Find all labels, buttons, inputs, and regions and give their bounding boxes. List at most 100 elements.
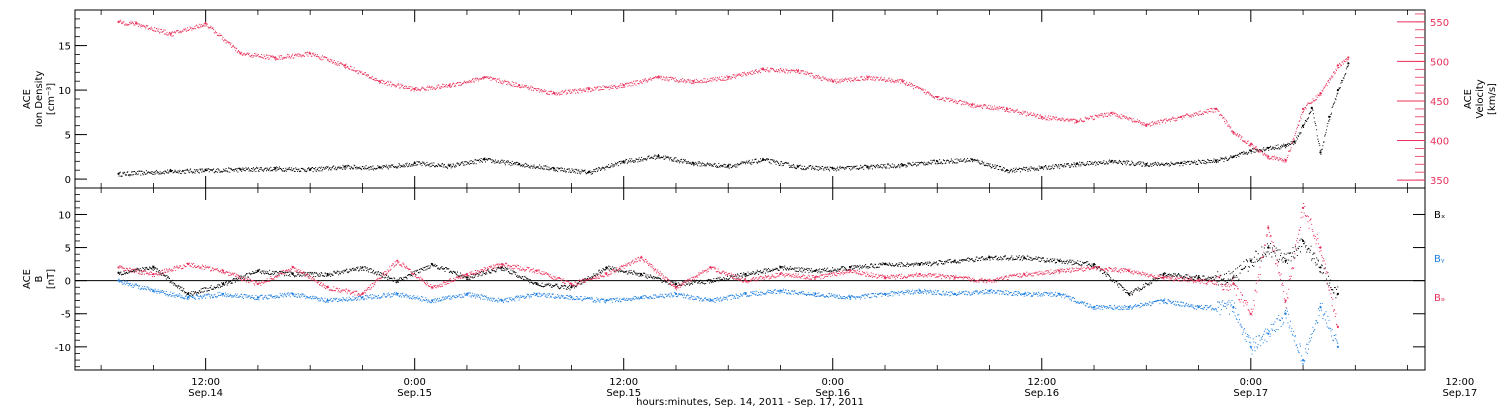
top-point-red bbox=[1046, 118, 1048, 120]
top-point-black bbox=[993, 167, 995, 169]
top-point-red bbox=[340, 62, 342, 64]
top-point-red bbox=[712, 77, 714, 79]
top-point-black bbox=[1221, 158, 1223, 160]
bottom-point-Bₓ bbox=[140, 269, 142, 271]
bottom-point-Bₓ bbox=[358, 270, 360, 272]
top-point-black bbox=[763, 159, 765, 161]
top-point-black bbox=[764, 159, 766, 161]
top-point-black bbox=[842, 166, 844, 168]
top-point-red bbox=[631, 82, 633, 84]
top-y2label-line-2: Velocity bbox=[1475, 79, 1486, 118]
top-point-black bbox=[1197, 159, 1199, 161]
top-point-red bbox=[601, 88, 603, 90]
bottom-point-Bₓ bbox=[540, 285, 542, 287]
top-point-black bbox=[186, 168, 188, 170]
top-point-black bbox=[135, 172, 137, 174]
top-point-black bbox=[431, 162, 433, 164]
top-point-red bbox=[1266, 157, 1268, 159]
top-point-black bbox=[345, 165, 347, 167]
bottom-point-Bₓ bbox=[293, 275, 295, 277]
top-point-red bbox=[619, 83, 621, 85]
top-point-red bbox=[461, 83, 463, 85]
bottom-point-Bₓ bbox=[331, 273, 333, 275]
top-point-red bbox=[1270, 157, 1272, 159]
top-point-black bbox=[837, 169, 839, 171]
top-point-black bbox=[147, 172, 149, 174]
bottom-point-Bₓ bbox=[485, 271, 487, 273]
bottom-point-Bₓ bbox=[404, 276, 406, 278]
top-point-red bbox=[1169, 118, 1171, 120]
top-point-red bbox=[407, 88, 409, 90]
top-point-black bbox=[1308, 113, 1310, 115]
top-point-red bbox=[654, 76, 656, 78]
top-point-red bbox=[248, 52, 250, 54]
top-point-red bbox=[149, 27, 151, 29]
top-point-black bbox=[1185, 163, 1187, 165]
top-point-black bbox=[1138, 164, 1140, 166]
top-point-red bbox=[971, 106, 973, 108]
top-point-red bbox=[265, 57, 267, 59]
top-point-red bbox=[940, 98, 942, 100]
bottom-point-Bₓ bbox=[195, 292, 197, 294]
bottom-point-Bₓ bbox=[164, 275, 166, 277]
top-point-black bbox=[142, 174, 144, 176]
top-point-black bbox=[1333, 102, 1335, 104]
top-point-black bbox=[191, 172, 193, 174]
top-point-black bbox=[135, 172, 137, 174]
top-point-black bbox=[734, 164, 736, 166]
top-point-black bbox=[846, 166, 848, 168]
top-point-black bbox=[900, 165, 902, 167]
top-point-red bbox=[363, 73, 365, 75]
top-point-black bbox=[414, 161, 416, 163]
top-point-black bbox=[600, 169, 602, 171]
top-point-black bbox=[368, 166, 370, 168]
top-point-red bbox=[212, 27, 214, 29]
top-point-red bbox=[426, 86, 428, 88]
top-point-black bbox=[369, 166, 371, 168]
bottom-point-Bₓ bbox=[503, 270, 505, 272]
top-point-black bbox=[954, 162, 956, 164]
top-point-black bbox=[473, 162, 475, 164]
top-point-red bbox=[998, 106, 1000, 108]
top-point-red bbox=[220, 35, 222, 37]
top-point-red bbox=[402, 87, 404, 89]
top-point-black bbox=[1019, 167, 1021, 169]
bottom-point-Bₓ bbox=[475, 274, 477, 276]
top-point-black bbox=[430, 163, 432, 165]
bottom-point-Bₓ bbox=[208, 290, 210, 292]
top-point-black bbox=[1182, 165, 1184, 167]
top-point-black bbox=[829, 170, 831, 172]
top-point-black bbox=[708, 163, 710, 165]
top-point-red bbox=[1216, 108, 1218, 110]
top-point-red bbox=[1153, 123, 1155, 125]
bottom-point-Bₓ bbox=[445, 267, 447, 269]
top-point-black bbox=[260, 168, 262, 170]
bottom-point-Bₓ bbox=[314, 272, 316, 274]
top-point-black bbox=[934, 162, 936, 164]
top-point-black bbox=[585, 171, 587, 173]
top-point-red bbox=[1173, 120, 1175, 122]
top-point-red bbox=[319, 58, 321, 60]
top-point-red bbox=[420, 89, 422, 91]
top-point-red bbox=[677, 81, 679, 83]
top-point-black bbox=[990, 166, 992, 168]
top-point-red bbox=[588, 86, 590, 88]
top-point-black bbox=[705, 165, 707, 167]
top-point-black bbox=[1016, 169, 1018, 171]
top-point-black bbox=[371, 168, 373, 170]
top-point-red bbox=[534, 87, 536, 89]
top-point-black bbox=[1090, 163, 1092, 165]
top-point-black bbox=[969, 160, 971, 162]
bottom-point-Bₓ bbox=[223, 284, 225, 286]
top-point-black bbox=[1277, 144, 1279, 146]
top-point-black bbox=[259, 168, 261, 170]
top-point-black bbox=[905, 166, 907, 168]
top-point-red bbox=[1111, 112, 1113, 114]
bottom-point-Bₓ bbox=[247, 276, 249, 278]
top-point-red bbox=[918, 87, 920, 89]
top-point-red bbox=[1207, 109, 1209, 111]
top-point-black bbox=[647, 156, 649, 158]
bottom-point-Bₓ bbox=[433, 264, 435, 266]
top-point-black bbox=[1026, 166, 1028, 168]
top-point-red bbox=[742, 74, 744, 76]
